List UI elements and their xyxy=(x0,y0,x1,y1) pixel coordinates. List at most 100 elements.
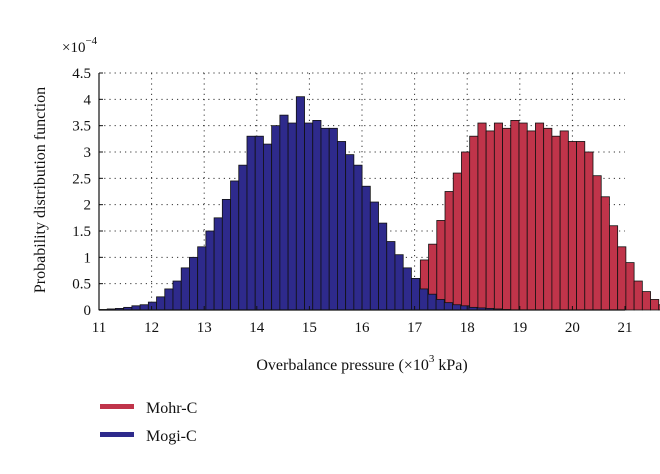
y-tick-label: 0.5 xyxy=(72,277,91,293)
bar-mogi-c xyxy=(205,230,215,311)
bar-mohr-c xyxy=(625,262,635,311)
bar-mogi-c xyxy=(435,299,445,311)
bar-mohr-c xyxy=(526,130,536,311)
bar-mohr-c xyxy=(658,304,660,311)
bar-mogi-c xyxy=(320,127,330,311)
bar-mogi-c xyxy=(304,122,314,311)
y-tick-label: 3.5 xyxy=(72,119,91,135)
bar-mogi-c xyxy=(238,164,248,311)
x-tick-label: 16 xyxy=(355,320,371,336)
bar-mogi-c xyxy=(164,288,174,311)
y-tick-label: 1 xyxy=(84,250,92,266)
bar-mohr-c xyxy=(436,220,446,311)
bar-mogi-c xyxy=(394,254,404,311)
bar-mohr-c xyxy=(650,299,660,311)
bar-mogi-c xyxy=(139,304,149,311)
bar-mogi-c xyxy=(411,277,421,311)
axes xyxy=(98,72,626,311)
x-axis-title: Overbalance pressure (×103 kPa) xyxy=(256,353,467,374)
x-tick-label: 18 xyxy=(460,320,475,336)
bar-mohr-c xyxy=(600,196,610,311)
bar-mohr-c xyxy=(502,127,512,311)
bar-mogi-c xyxy=(230,180,240,311)
y-tick-label: 2 xyxy=(84,198,92,214)
mogi-c-bars xyxy=(98,96,511,311)
bar-mohr-c xyxy=(551,135,561,311)
bar-mogi-c xyxy=(287,122,297,311)
bar-mogi-c xyxy=(402,267,412,311)
bar-mogi-c xyxy=(172,280,182,311)
bar-mohr-c xyxy=(559,130,569,311)
y-tick-label: 2.5 xyxy=(72,171,91,187)
bar-mogi-c xyxy=(353,164,363,311)
bar-mogi-c xyxy=(197,246,207,311)
bar-mogi-c xyxy=(378,222,388,311)
bar-mogi-c xyxy=(271,125,281,311)
bar-mogi-c xyxy=(189,256,199,311)
y-tick-label: 1.5 xyxy=(72,224,91,240)
bar-mohr-c xyxy=(609,225,619,311)
x-tick-label: 13 xyxy=(197,320,212,336)
y-tick-labels: 0 0.5 1 1.5 2 2.5 3 3.5 4 4.5 xyxy=(72,66,91,319)
bar-mohr-c xyxy=(592,175,602,311)
x-tick-label: 19 xyxy=(512,320,527,336)
bar-mogi-c xyxy=(156,296,166,311)
x-tick-label: 12 xyxy=(144,320,159,336)
bar-mogi-c xyxy=(221,198,231,311)
bar-mohr-c xyxy=(543,127,553,311)
bar-mohr-c xyxy=(567,141,577,311)
y-tick-label: 4 xyxy=(84,92,92,108)
bar-mogi-c xyxy=(361,185,371,311)
bar-mohr-c xyxy=(477,122,487,311)
y-tick-label: 3 xyxy=(84,145,92,161)
bar-mogi-c xyxy=(386,241,396,311)
bar-mogi-c xyxy=(369,201,379,311)
bar-mogi-c xyxy=(254,135,264,311)
bar-mogi-c xyxy=(328,127,338,311)
x-tick-label: 14 xyxy=(249,320,265,336)
bar-mohr-c xyxy=(452,172,462,311)
bar-mohr-c xyxy=(535,122,545,311)
x-tick-label: 11 xyxy=(92,320,106,336)
bar-mogi-c xyxy=(443,302,453,311)
bar-mohr-c xyxy=(485,130,495,311)
x-tick-label: 15 xyxy=(302,320,317,336)
bar-mogi-c xyxy=(213,217,223,311)
legend-label-mogi-c: Mogi-C xyxy=(146,428,197,445)
bar-mogi-c xyxy=(180,267,190,311)
x-tick-label: 20 xyxy=(565,320,580,336)
bar-mohr-c xyxy=(493,122,503,311)
bar-mogi-c xyxy=(263,143,273,311)
bar-mogi-c xyxy=(147,301,157,311)
bar-mogi-c xyxy=(452,304,462,311)
bar-mogi-c xyxy=(460,305,470,311)
legend: Mohr-C Mogi-C xyxy=(100,400,197,445)
x-tick-labels: 11 12 13 14 15 16 17 18 19 20 21 xyxy=(92,320,633,336)
bar-mohr-c xyxy=(518,122,528,311)
bar-mohr-c xyxy=(461,151,471,311)
bar-mohr-c xyxy=(641,291,651,311)
bar-mogi-c xyxy=(337,141,347,311)
bar-mogi-c xyxy=(312,120,322,311)
bar-mogi-c xyxy=(246,135,256,311)
legend-swatch-mogi-c xyxy=(100,432,134,437)
bar-mohr-c xyxy=(444,191,454,311)
y-tick-label: 4.5 xyxy=(72,66,91,82)
bar-mogi-c xyxy=(279,114,289,311)
bar-mogi-c xyxy=(295,96,305,311)
bar-mohr-c xyxy=(584,151,594,311)
bar-mohr-c xyxy=(469,135,479,311)
bar-mogi-c xyxy=(419,288,429,311)
legend-label-mohr-c: Mohr-C xyxy=(146,400,197,417)
bar-mogi-c xyxy=(427,293,437,311)
bar-mohr-c xyxy=(633,280,643,311)
y-tick-label: 0 xyxy=(84,303,92,319)
x-tick-label: 21 xyxy=(618,320,633,336)
bar-mohr-c xyxy=(617,246,627,311)
x-tick-label: 17 xyxy=(407,320,423,336)
bar-mohr-c xyxy=(510,120,520,311)
bar-mohr-c xyxy=(576,141,586,311)
bar-mogi-c xyxy=(345,154,355,311)
y-axis-title: Probability distribution function xyxy=(32,87,49,293)
